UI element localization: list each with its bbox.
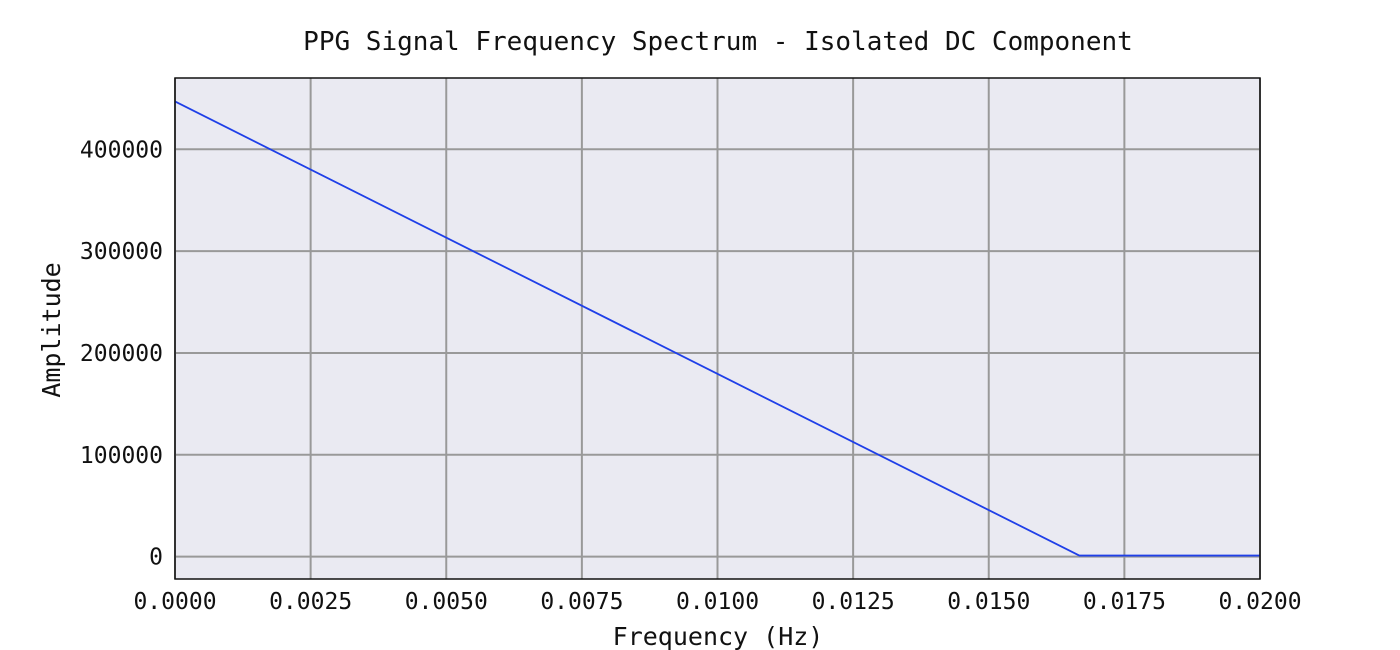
- x-tick-label: 0.0200: [1218, 589, 1301, 615]
- y-tick-label: 400000: [80, 137, 163, 163]
- y-axis-ticks: 0 100000 200000 300000 400000: [80, 137, 163, 570]
- y-tick-label: 0: [149, 545, 163, 571]
- chart-title: PPG Signal Frequency Spectrum - Isolated…: [303, 27, 1133, 57]
- plot-frame: [174, 77, 1261, 580]
- y-axis-label: Amplitude: [37, 262, 66, 397]
- y-tick-label: 200000: [80, 341, 163, 367]
- y-tick-label: 100000: [80, 443, 163, 469]
- x-tick-label: 0.0050: [405, 589, 488, 615]
- x-tick-label: 0.0100: [676, 589, 759, 615]
- x-tick-label: 0.0025: [269, 589, 352, 615]
- x-axis-ticks: 0.0000 0.0025 0.0050 0.0075 0.0100 0.0125 0.01…: [133, 589, 1301, 615]
- series-layer: [174, 100, 1260, 557]
- y-tick-label: 300000: [80, 239, 163, 265]
- x-tick-label: 0.0000: [133, 589, 216, 615]
- series-line-0: [174, 100, 1260, 557]
- x-tick-label: 0.0150: [947, 589, 1030, 615]
- x-tick-label: 0.0175: [1083, 589, 1166, 615]
- x-tick-label: 0.0075: [540, 589, 623, 615]
- x-axis-label: Frequency (Hz): [613, 622, 824, 650]
- x-tick-label: 0.0125: [812, 589, 895, 615]
